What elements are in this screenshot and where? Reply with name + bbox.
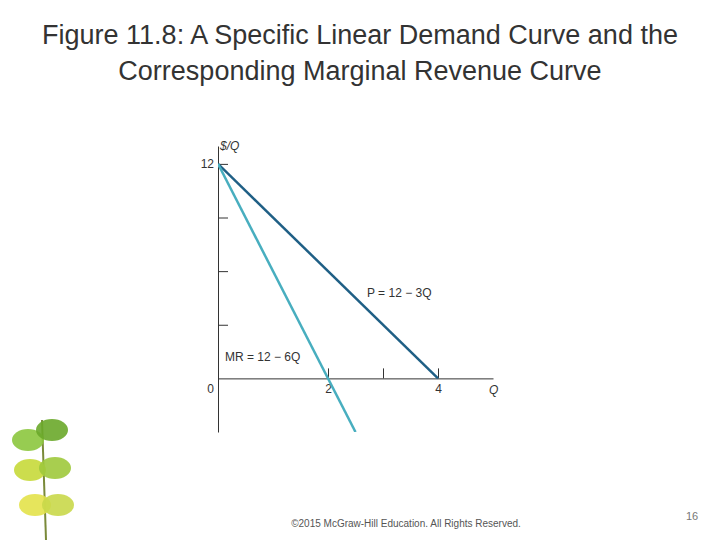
x-axis-line [219,378,494,379]
series-label: P = 12 − 3Q [367,286,432,300]
y-axis-line [218,147,219,433]
decoration-leaf [42,494,74,516]
x-tick: 0 [207,368,218,396]
series-line [218,164,438,379]
x-tick: 4 [435,368,442,396]
decoration-leaf [39,457,71,479]
y-tick-label: 12 [201,157,215,171]
title-line: Corresponding Marginal Revenue Curve [118,56,601,86]
y-tick-mark [218,325,228,326]
y-axis-title: $/Q [219,139,239,153]
x-tick-mark [383,368,384,378]
plot-area [218,164,438,432]
y-tick-mark [218,271,228,272]
x-tick-label: 4 [435,382,442,396]
title: Figure 11.8: A Specific Linear Demand Cu… [42,20,678,86]
series-line [218,164,356,432]
y-tick-mark [218,218,228,219]
series-label: MR = 12 − 6Q [225,350,300,364]
y-axis: 12 [201,147,228,433]
decoration [12,419,74,540]
decoration-leaf [36,419,68,441]
y-tick [218,271,228,272]
slide: Figure 11.8: A Specific Linear Demand Cu… [0,0,720,540]
footer: ©2015 McGraw-Hill Education. All Rights … [291,518,521,529]
x-axis: 024 [207,368,493,396]
y-tick [218,218,228,219]
page-number: 16 [686,510,698,522]
x-tick-label: 0 [207,382,214,396]
y-tick [218,325,228,326]
x-axis-title: Q [489,383,498,397]
x-tick [383,368,384,378]
title-line: Figure 11.8: A Specific Linear Demand Cu… [42,20,678,50]
